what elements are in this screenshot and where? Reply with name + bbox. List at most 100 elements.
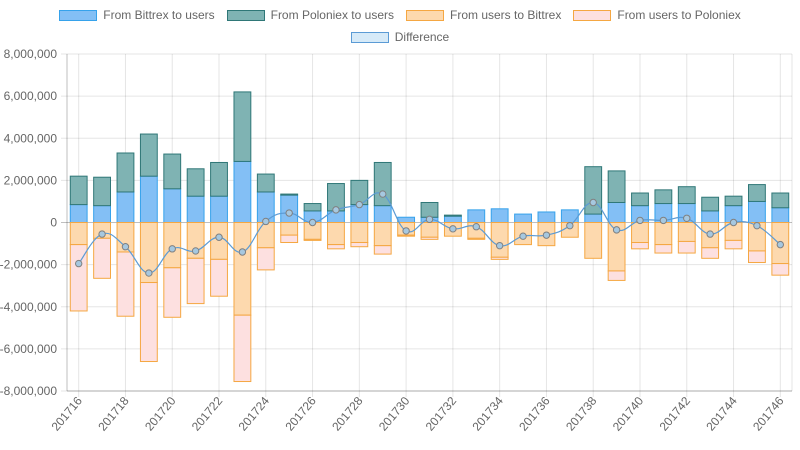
line-point [145,269,153,277]
bar [677,222,696,242]
x-tick-label: 201734 [469,394,506,434]
line-point [472,223,480,231]
bar [93,176,112,207]
x-tick-label: 201736 [516,394,553,434]
bar [116,191,135,224]
bar [724,239,743,250]
bar [139,175,158,224]
line-point [308,218,317,227]
bar [771,207,790,224]
legend-row: Difference [0,30,800,44]
bar [537,211,556,223]
bar [186,257,205,305]
bar [163,267,182,318]
bar [373,161,392,207]
bar [420,201,439,218]
legend-label: From users to Poloniex [617,8,741,22]
bar [233,91,252,162]
bar [373,205,392,223]
y-tick-label: 0 [50,216,57,230]
bar [93,205,112,223]
bar [584,166,603,215]
legend-item[interactable]: Difference [350,30,450,44]
legend-swatch [406,9,444,21]
bar [631,242,649,250]
bar [350,222,369,244]
bar [701,210,720,223]
line-point [168,245,176,253]
bar [139,133,158,177]
y-tick-label: -4,000,000 [0,300,57,314]
legend-label: From users to Bittrex [450,8,562,22]
y-tick-label: 2,000,000 [4,173,58,187]
bar [631,222,649,244]
x-tick-label: 201746 [750,394,787,434]
legend-item[interactable]: From users to Bittrex [406,8,561,22]
bar [654,189,673,205]
line-point [542,231,551,239]
y-tick-label: -6,000,000 [0,342,57,356]
y-tick-label: 6,000,000 [4,89,58,103]
line-point [121,243,130,251]
line-point [191,247,200,255]
bar [233,314,252,383]
x-tick-label: 201726 [282,394,319,434]
legend-label: Difference [394,30,450,44]
chart-legend: From Bittrex to users From Poloniex to us… [0,0,800,50]
bar [397,234,416,237]
line-point [683,214,691,222]
bar [701,247,720,259]
line-point [402,227,410,235]
bar [748,184,766,202]
bar [607,201,626,224]
grid-lines [61,53,793,397]
x-tick-label: 201728 [329,394,366,434]
bar [186,168,205,197]
bar [771,192,790,209]
legend-item[interactable]: From users to Poloniex [573,8,741,22]
legend-label: From Poloniex to users [270,8,394,22]
bar [467,209,486,224]
bar [116,152,135,193]
x-tick-label: 201732 [423,394,460,434]
line-point [566,221,574,230]
x-tick-label: 201730 [376,394,413,434]
line-point [449,225,457,233]
bar [327,222,345,246]
bar [233,222,252,316]
line-point [495,241,504,250]
y-tick-label: -8,000,000 [0,384,57,398]
bar [163,153,182,190]
legend-row: From Bittrex to users From Poloniex to us… [0,8,800,22]
line-point [332,206,340,214]
bar [397,216,416,223]
bar [69,204,88,224]
legend-item[interactable]: From Poloniex to users [226,8,394,22]
bar [69,175,88,206]
bar [303,203,322,212]
bar [467,237,486,240]
bar [280,194,299,223]
x-tick-label: 201742 [657,394,694,434]
line-point [215,233,223,241]
bar [163,188,182,224]
legend-swatch [59,9,98,21]
bar [327,244,345,250]
bar [256,222,275,249]
x-tick-label: 201738 [563,394,600,434]
bar [724,195,743,207]
y-tick-label: 4,000,000 [4,131,58,145]
bar [654,222,673,246]
bar [373,222,392,247]
bar [631,192,649,207]
bar [748,250,766,264]
bar [373,245,392,255]
legend-swatch [350,31,389,43]
bar [186,195,205,223]
bar [560,209,579,224]
bar [210,258,228,297]
line-point [262,217,270,226]
line-point [753,221,761,230]
legend-swatch [573,9,612,21]
legend-item[interactable]: From Bittrex to users [59,8,215,22]
